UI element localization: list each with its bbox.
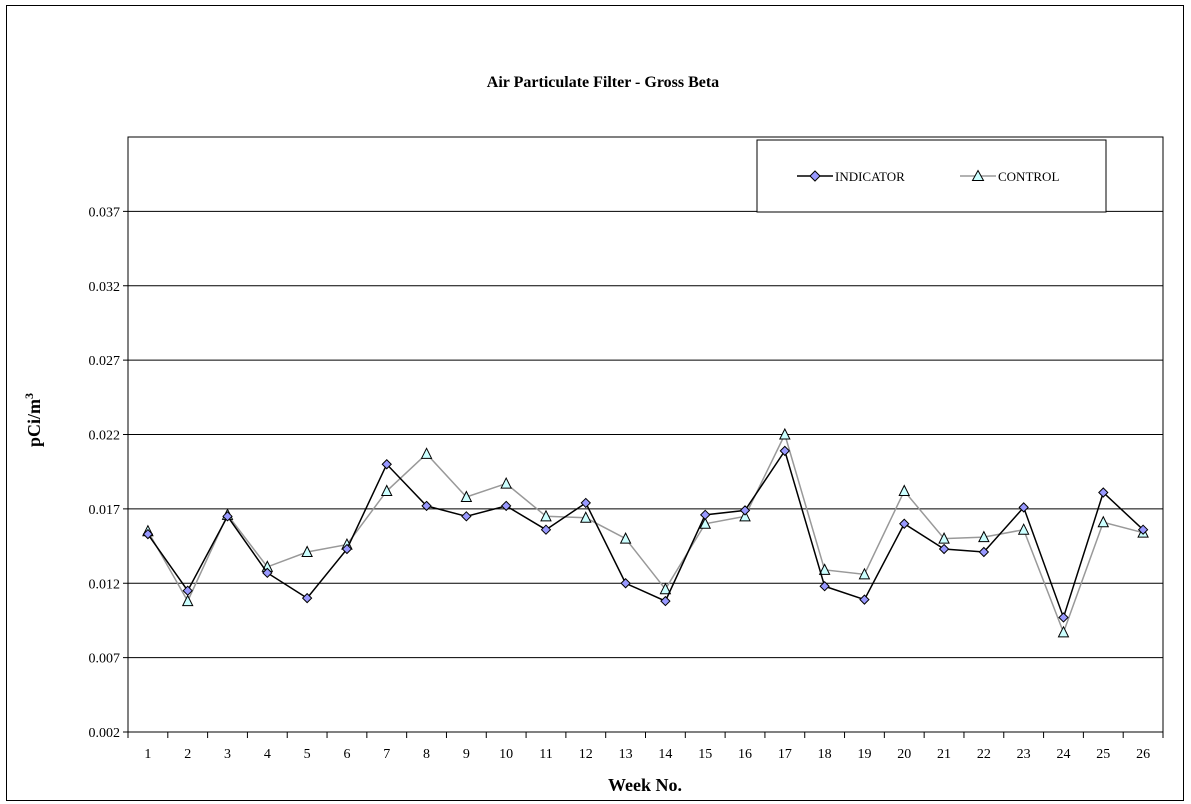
control-point [619, 532, 632, 544]
control-point [420, 447, 433, 459]
legend-marker-indicator [809, 170, 821, 182]
x-tick-label: 2 [184, 747, 191, 762]
indicator-point [1098, 487, 1109, 498]
control-point [818, 563, 831, 575]
y-axis-title-superscript: 3 [22, 393, 36, 399]
x-tick-label: 5 [304, 747, 311, 762]
indicator-point [1018, 502, 1029, 513]
indicator-point [620, 578, 631, 589]
x-tick-label: 18 [818, 747, 832, 762]
indicator-point [1137, 524, 1149, 535]
x-tick-label: 15 [698, 747, 712, 762]
control-point [1057, 625, 1070, 638]
x-tick-label: 11 [539, 747, 552, 762]
x-tick-label: 26 [1136, 747, 1150, 762]
indicator-point [580, 497, 591, 509]
control-point [579, 511, 592, 523]
x-tick-label: 9 [463, 747, 470, 762]
x-tick-label: 17 [778, 747, 792, 762]
indicator-point [301, 592, 313, 604]
control-point [540, 509, 552, 522]
indicator-point [859, 594, 870, 605]
indicator-point [421, 500, 432, 512]
y-tick-label: 0.002 [89, 726, 121, 741]
legend: INDICATOR CONTROL [756, 139, 1107, 213]
control-point [500, 476, 512, 489]
x-tick-label: 4 [264, 747, 271, 762]
series-indicator [142, 445, 1149, 623]
x-tick-label: 16 [738, 747, 752, 762]
x-tick-label: 20 [897, 747, 911, 762]
x-tick-label: 7 [383, 747, 390, 762]
indicator-point [142, 528, 154, 540]
indicator-point [819, 581, 830, 592]
series-group [142, 427, 1149, 638]
indicator-point [222, 511, 233, 522]
x-tick-label: 23 [1017, 747, 1031, 762]
indicator-point [938, 543, 950, 555]
y-axis-title: pCi/m3 [22, 393, 44, 447]
control-point [699, 517, 712, 529]
x-tick-label: 1 [144, 747, 151, 762]
legend-label-indicator: INDICATOR [835, 169, 905, 184]
indicator-point [978, 546, 990, 558]
indicator-point [540, 524, 552, 535]
x-tick-label: 14 [658, 747, 672, 762]
x-tick-label: 12 [579, 747, 593, 762]
indicator-point [262, 567, 273, 579]
y-tick-label: 0.017 [89, 503, 121, 518]
y-tick-label: 0.007 [89, 652, 121, 667]
indicator-point [660, 595, 671, 607]
control-point [978, 530, 990, 543]
x-tick-label: 3 [224, 747, 231, 762]
indicator-point [739, 505, 751, 516]
x-tick-label: 8 [423, 747, 430, 762]
y-tick-label: 0.037 [89, 205, 121, 220]
legend-label-control: CONTROL [998, 169, 1059, 184]
indicator-point [500, 500, 512, 512]
axes: 0.002 0.007 0.012 0.017 0.022 0.027 0.032 0.037… [89, 205, 1164, 762]
control-point [1097, 515, 1110, 528]
control-point [779, 427, 791, 440]
control-point [460, 490, 473, 502]
x-tick-label: 13 [619, 747, 633, 762]
control-point [1017, 523, 1030, 535]
indicator-point [779, 445, 791, 457]
indicator-point [381, 459, 392, 470]
x-tick-label: 19 [857, 747, 871, 762]
x-tick-label: 6 [343, 747, 350, 762]
indicator-point [899, 518, 910, 529]
control-point [380, 484, 393, 497]
chart-title: Air Particulate Filter - Gross Beta [487, 74, 719, 91]
series-control [142, 427, 1149, 638]
y-tick-label: 0.027 [89, 354, 121, 369]
y-tick-label: 0.022 [89, 429, 121, 444]
control-point [938, 532, 950, 544]
legend-marker-control [971, 169, 985, 181]
indicator-point [700, 509, 711, 521]
indicator-point [1058, 612, 1069, 623]
control-point [301, 545, 313, 558]
control-point [898, 484, 911, 497]
x-tick-label: 25 [1096, 747, 1110, 762]
x-tick-label: 21 [937, 747, 951, 762]
x-tick-label: 24 [1056, 747, 1070, 762]
y-tick-label: 0.012 [89, 577, 121, 592]
x-tick-label: 10 [499, 747, 513, 762]
series-line-indicator [147, 449, 1144, 620]
gridlines [128, 210, 1163, 659]
x-tick-label: 22 [977, 747, 991, 762]
control-point [739, 509, 751, 522]
control-point [659, 582, 672, 595]
indicator-point [461, 511, 472, 522]
series-line-control [147, 432, 1144, 635]
indicator-point [341, 543, 353, 555]
x-axis-title: Week No. [608, 775, 682, 795]
y-axis-title-main: pCi/m [24, 399, 44, 447]
indicator-point [182, 585, 193, 596]
control-point [858, 567, 871, 580]
y-tick-label: 0.032 [89, 280, 121, 295]
control-point [181, 594, 194, 607]
